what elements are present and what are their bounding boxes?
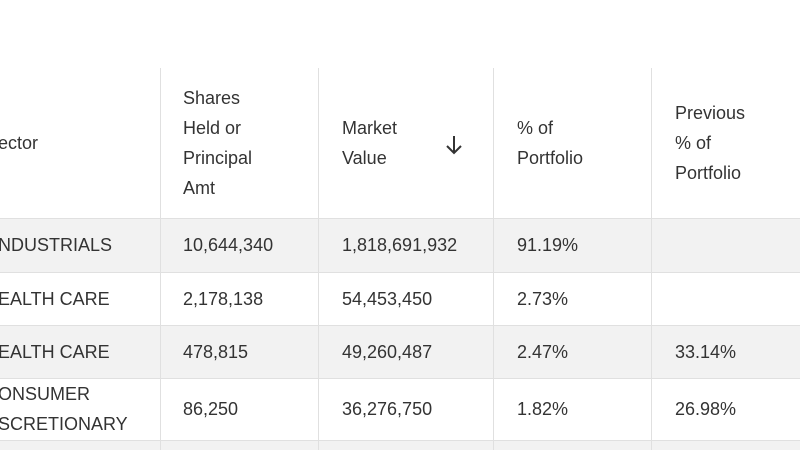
column-divider	[318, 68, 319, 450]
cell-text: Shares	[183, 88, 241, 108]
column-divider	[493, 68, 494, 450]
cell-text: Value	[342, 148, 387, 168]
cell-text: Principal	[183, 148, 253, 168]
cell-text: NDUSTRIALS	[0, 235, 113, 255]
table-cell: EALTH CARE	[0, 325, 110, 378]
row-divider	[0, 218, 800, 219]
cell-text: EALTH CARE	[0, 288, 110, 309]
table-cell: 86,250	[183, 399, 239, 419]
header-cell[interactable]: Market Value	[342, 68, 397, 218]
table-cell: 36,276,750	[342, 399, 433, 419]
table-cell: 54,453,450	[342, 288, 433, 309]
cell-text: ONSUMER	[0, 384, 91, 404]
row-divider	[0, 325, 800, 326]
cell-text: % of	[517, 118, 554, 138]
cell-text: Portfolio	[517, 148, 584, 168]
table-cell: 26.98%	[675, 399, 737, 419]
row-background	[0, 325, 800, 378]
row-divider	[0, 378, 800, 379]
cell-text: Previous	[675, 103, 746, 123]
header-cell: ector	[0, 68, 38, 218]
sort-arrow-icon[interactable]	[443, 133, 465, 157]
table-cell: 1,818,691,932	[342, 235, 458, 255]
table-cell: 91.19%	[517, 235, 579, 255]
table-cell: 2.47%	[517, 341, 569, 362]
header-cell: % of Portfolio	[517, 68, 583, 218]
cell-text: Held or	[183, 118, 242, 138]
table-cell: 10,644,340	[183, 235, 274, 255]
header-cell: Shares Held or Principal Amt	[183, 68, 252, 218]
cell-text: EALTH CARE	[0, 341, 110, 362]
cell-text: Amt	[183, 178, 216, 198]
row-background	[0, 218, 800, 272]
table-cell: 478,815	[183, 341, 249, 362]
table-cell: 33.14%	[675, 341, 737, 362]
cell-text: ector	[0, 133, 39, 153]
table-cell: 2.73%	[517, 288, 569, 309]
cell-text: % of	[675, 133, 712, 153]
table-cell: 2,178,138	[183, 288, 264, 309]
column-divider	[160, 68, 161, 450]
header-cell: Previous % of Portfolio	[675, 68, 745, 218]
table-cell: NDUSTRIALS	[0, 218, 112, 272]
table-cell: EALTH CARE	[0, 272, 110, 325]
column-divider	[651, 68, 652, 450]
table-cell: 1.82%	[517, 399, 569, 419]
cell-text: Portfolio	[675, 163, 742, 183]
cell-text: Market	[342, 118, 398, 138]
table-cell: ONSUMER SCRETIONARY	[0, 378, 128, 440]
row-divider	[0, 272, 800, 273]
table-cell: 49,260,487	[342, 341, 433, 362]
sort-arrow	[446, 136, 462, 155]
row-background	[0, 441, 800, 450]
cell-text: SCRETIONARY	[0, 414, 128, 434]
row-divider	[0, 440, 800, 441]
